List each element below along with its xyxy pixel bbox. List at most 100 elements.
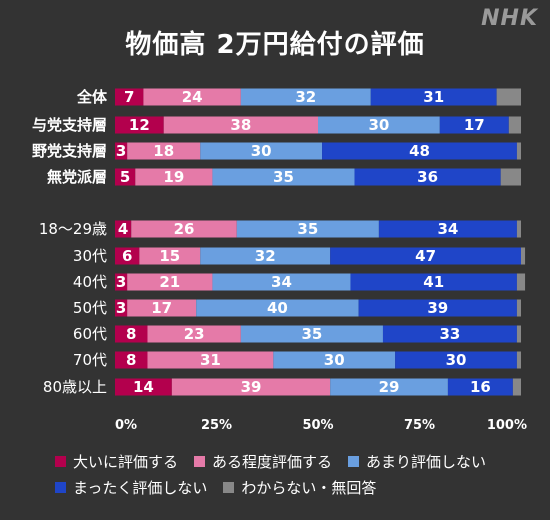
bar-segment [240, 325, 383, 343]
data-label: 39 [427, 299, 448, 317]
bar-segment [240, 88, 371, 106]
data-label: 17 [151, 299, 172, 317]
chart-title: 物価高 2万円給付の評価 [125, 30, 425, 60]
legend-label: ある程度評価する [212, 452, 333, 471]
bar-segment [127, 273, 213, 291]
bar-segment [196, 299, 359, 317]
bar-segment [127, 299, 197, 317]
data-label: 18 [153, 142, 174, 160]
bar-segment [516, 273, 526, 291]
bar-segment [508, 116, 521, 134]
bar-segment [350, 273, 517, 291]
legend-item: 大いに評価する [55, 451, 178, 472]
x-tick-label: 25% [201, 418, 232, 433]
data-label: 14 [133, 378, 154, 396]
data-label: 35 [301, 325, 322, 343]
category-label: 与党支持層 [32, 116, 107, 134]
data-label: 29 [379, 378, 400, 396]
data-label: 36 [417, 168, 438, 186]
x-tick-label: 75% [404, 418, 435, 433]
legend-row-2: まったく評価しない わからない・無回答 [55, 474, 535, 500]
bar-segment [115, 220, 132, 238]
bar-segment [236, 220, 379, 238]
data-label: 8 [126, 325, 136, 343]
bar-segment [516, 142, 521, 160]
legend-swatch [348, 455, 360, 467]
data-label: 35 [297, 220, 318, 238]
legend-item: わからない・無回答 [223, 477, 376, 498]
legend-swatch [55, 455, 66, 467]
category-label: 野党支持層 [32, 142, 107, 160]
bar-segment [171, 378, 331, 396]
legend-label: 大いに評価する [73, 452, 179, 471]
data-label: 5 [120, 168, 130, 186]
bar-segment [115, 142, 128, 160]
bar-segment [127, 142, 201, 160]
data-label: 32 [295, 88, 316, 106]
bar-segment [200, 142, 323, 160]
legend-item: まったく評価しない [55, 477, 207, 498]
bar-segment [115, 299, 128, 317]
bar-segment [115, 351, 148, 369]
category-label: 50代 [73, 299, 107, 317]
bar-segment [512, 378, 521, 396]
bar-segment [382, 325, 517, 343]
data-label: 3 [116, 142, 126, 160]
legend-label: あまり評価しない [366, 452, 487, 471]
bar-segment [378, 220, 517, 238]
bar-segment [395, 351, 517, 369]
data-label: 47 [415, 247, 436, 265]
bar-segment [115, 325, 148, 343]
data-label: 8 [126, 351, 136, 369]
bar-segment [115, 247, 140, 265]
category-label: 全体 [76, 88, 108, 106]
data-label: 31 [423, 88, 444, 106]
bar-segment [370, 88, 497, 106]
data-label: 12 [129, 116, 150, 134]
bar-segment [516, 220, 521, 238]
data-label: 34 [271, 273, 292, 291]
bar-segment [516, 299, 521, 317]
legend-item: あまり評価しない [348, 451, 486, 472]
x-tick-label: 100% [487, 418, 527, 433]
data-label: 35 [273, 168, 294, 186]
legend-label: まったく評価しない [73, 478, 208, 497]
data-label: 41 [423, 273, 444, 291]
data-label: 6 [122, 247, 132, 265]
data-label: 26 [174, 220, 195, 238]
category-label: 70代 [73, 351, 107, 369]
category-label: 40代 [73, 273, 107, 291]
bar-segment [115, 378, 172, 396]
bar-segment [330, 378, 448, 396]
data-label: 40 [267, 299, 288, 317]
legend-swatch [55, 481, 66, 493]
legend-label: わからない・無回答 [241, 478, 377, 497]
bar-segment [358, 299, 517, 317]
category-label: 無党派層 [47, 168, 107, 186]
nhk-logo: NHK [481, 6, 538, 31]
data-label: 24 [182, 88, 203, 106]
data-label: 30 [446, 351, 467, 369]
data-label: 30 [324, 351, 345, 369]
bar-segment [135, 168, 213, 186]
bar-segment [115, 168, 136, 186]
legend-swatch [194, 455, 206, 467]
data-label: 19 [163, 168, 184, 186]
bar-segment [115, 273, 128, 291]
data-label: 21 [159, 273, 180, 291]
bar-segment [447, 378, 513, 396]
bar-segment [500, 168, 521, 186]
bar-segment [147, 325, 241, 343]
bar-segment [147, 351, 274, 369]
bar-segment [322, 142, 517, 160]
data-label: 3 [116, 273, 126, 291]
data-label: 16 [470, 378, 491, 396]
data-label: 17 [464, 116, 485, 134]
bar-segment [163, 116, 318, 134]
bar-segment [115, 116, 164, 134]
data-label: 32 [255, 247, 276, 265]
data-label: 7 [124, 88, 134, 106]
data-label: 15 [159, 247, 180, 265]
data-label: 31 [200, 351, 221, 369]
bar-segment [439, 116, 509, 134]
